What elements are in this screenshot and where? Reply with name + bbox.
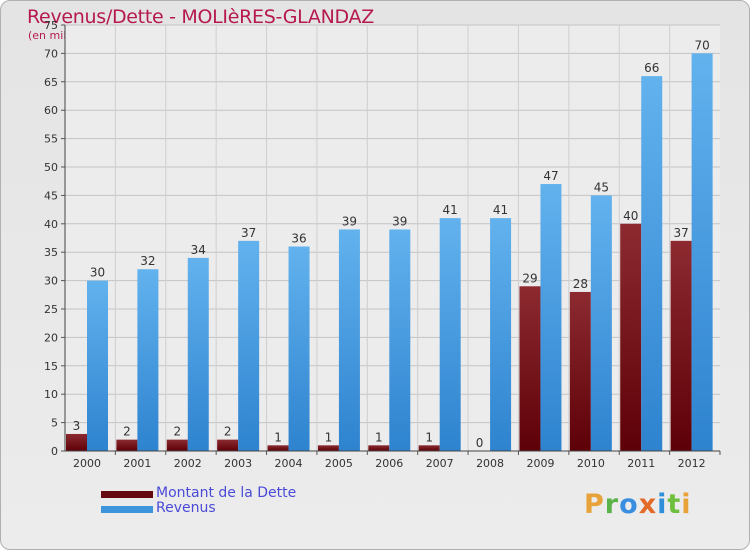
bar-debt <box>317 445 339 451</box>
data-label-revenus: 37 <box>241 226 256 240</box>
data-label-revenus: 41 <box>493 203 508 217</box>
bar-debt <box>116 439 138 451</box>
data-label-revenus: 41 <box>443 203 458 217</box>
data-label-revenus: 36 <box>291 232 306 246</box>
logo-letter: x <box>638 489 658 520</box>
x-tick-label: 2002 <box>174 457 202 470</box>
data-label-revenus: 34 <box>191 243 206 257</box>
data-label-debt: 2 <box>224 425 232 439</box>
bar-debt <box>166 439 188 451</box>
x-tick-label: 2005 <box>325 457 353 470</box>
y-tick-label: 45 <box>44 189 58 202</box>
bar-revenus <box>338 229 360 451</box>
x-tick-label: 2008 <box>476 457 504 470</box>
y-tick-label: 35 <box>44 246 58 259</box>
bar-revenus <box>389 229 411 451</box>
data-label-revenus: 45 <box>594 180 609 194</box>
data-label-debt: 3 <box>73 419 81 433</box>
legend-swatch-debt <box>101 491 153 498</box>
bar-revenus <box>590 195 612 451</box>
data-label-debt: 1 <box>375 430 383 444</box>
bar-debt <box>670 240 692 451</box>
y-tick-label: 10 <box>44 388 58 401</box>
data-label-debt: 0 <box>476 436 484 450</box>
y-tick-label: 70 <box>44 47 58 60</box>
data-label-revenus: 39 <box>392 214 407 228</box>
data-label-debt: 29 <box>522 271 537 285</box>
y-tick-label: 75 <box>44 19 58 32</box>
x-tick-label: 2000 <box>73 457 101 470</box>
bar-revenus <box>187 257 209 451</box>
x-tick-label: 2003 <box>224 457 252 470</box>
bar-debt <box>418 445 440 451</box>
data-label-debt: 28 <box>573 277 588 291</box>
x-tick-label: 2011 <box>627 457 655 470</box>
y-tick-label: 55 <box>44 133 58 146</box>
bar-debt <box>569 291 591 451</box>
y-tick-label: 25 <box>44 303 58 316</box>
bar-revenus <box>641 76 663 452</box>
data-label-debt: 2 <box>173 425 181 439</box>
bar-debt <box>368 445 390 451</box>
x-tick-label: 2009 <box>526 457 554 470</box>
bar-revenus <box>238 240 260 451</box>
chart-title: Revenus/Dette - MOLIèRES-GLANDAZ <box>27 6 374 28</box>
y-tick-label: 65 <box>44 76 58 89</box>
bar-debt <box>267 445 289 451</box>
y-tick-label: 0 <box>51 445 58 458</box>
bar-revenus <box>540 184 562 452</box>
y-tick-label: 60 <box>44 104 58 117</box>
x-tick-label: 2006 <box>375 457 403 470</box>
bar-revenus <box>87 280 108 451</box>
bar-revenus <box>490 218 512 451</box>
x-tick-label: 2010 <box>577 457 605 470</box>
logo-letter: i <box>657 489 668 520</box>
data-label-revenus: 47 <box>543 169 558 183</box>
bar-revenus <box>288 246 310 451</box>
legend-label-debt: Montant de la Dette <box>156 485 297 501</box>
legend-swatch-revenus <box>101 506 153 513</box>
bar-revenus <box>439 218 461 451</box>
data-label-debt: 1 <box>425 430 433 444</box>
logo-letter: i <box>681 489 692 520</box>
bar-debt <box>519 286 541 451</box>
bar-revenus <box>137 269 159 451</box>
logo-letter: P <box>584 489 605 520</box>
legend-label-revenus: Revenus <box>156 500 216 516</box>
data-label-revenus: 32 <box>140 254 155 268</box>
proxiti-logo: Proxiti <box>584 489 692 520</box>
y-tick-label: 20 <box>44 331 58 344</box>
y-tick-label: 40 <box>44 218 58 231</box>
bar-debt <box>66 433 87 451</box>
data-label-debt: 2 <box>123 425 131 439</box>
data-label-debt: 40 <box>623 209 638 223</box>
x-tick-label: 2004 <box>275 457 303 470</box>
data-label-revenus: 66 <box>644 61 659 75</box>
data-label-revenus: 70 <box>694 38 709 52</box>
data-label-debt: 1 <box>274 430 282 444</box>
x-tick-label: 2012 <box>678 457 706 470</box>
y-tick-label: 5 <box>51 417 58 430</box>
logo-letter: r <box>604 489 620 520</box>
bar-debt <box>217 439 239 451</box>
y-tick-label: 50 <box>44 161 58 174</box>
y-tick-label: 15 <box>44 360 58 373</box>
bar-debt <box>620 223 642 451</box>
data-label-debt: 37 <box>673 226 688 240</box>
x-tick-label: 2007 <box>426 457 454 470</box>
logo-letter: t <box>667 489 682 520</box>
bars: 3 30 2 32 2 34 2 37 1 36 1 39 1 39 1 41 0 41 29 47 28 45 40 66 3… <box>66 38 713 452</box>
x-tick-label: 2001 <box>123 457 151 470</box>
logo-letter: o <box>619 489 639 520</box>
y-tick-label: 30 <box>44 275 58 288</box>
bar-revenus <box>691 53 713 452</box>
data-label-revenus: 30 <box>90 266 105 280</box>
data-label-revenus: 39 <box>342 214 357 228</box>
data-label-debt: 1 <box>325 430 333 444</box>
